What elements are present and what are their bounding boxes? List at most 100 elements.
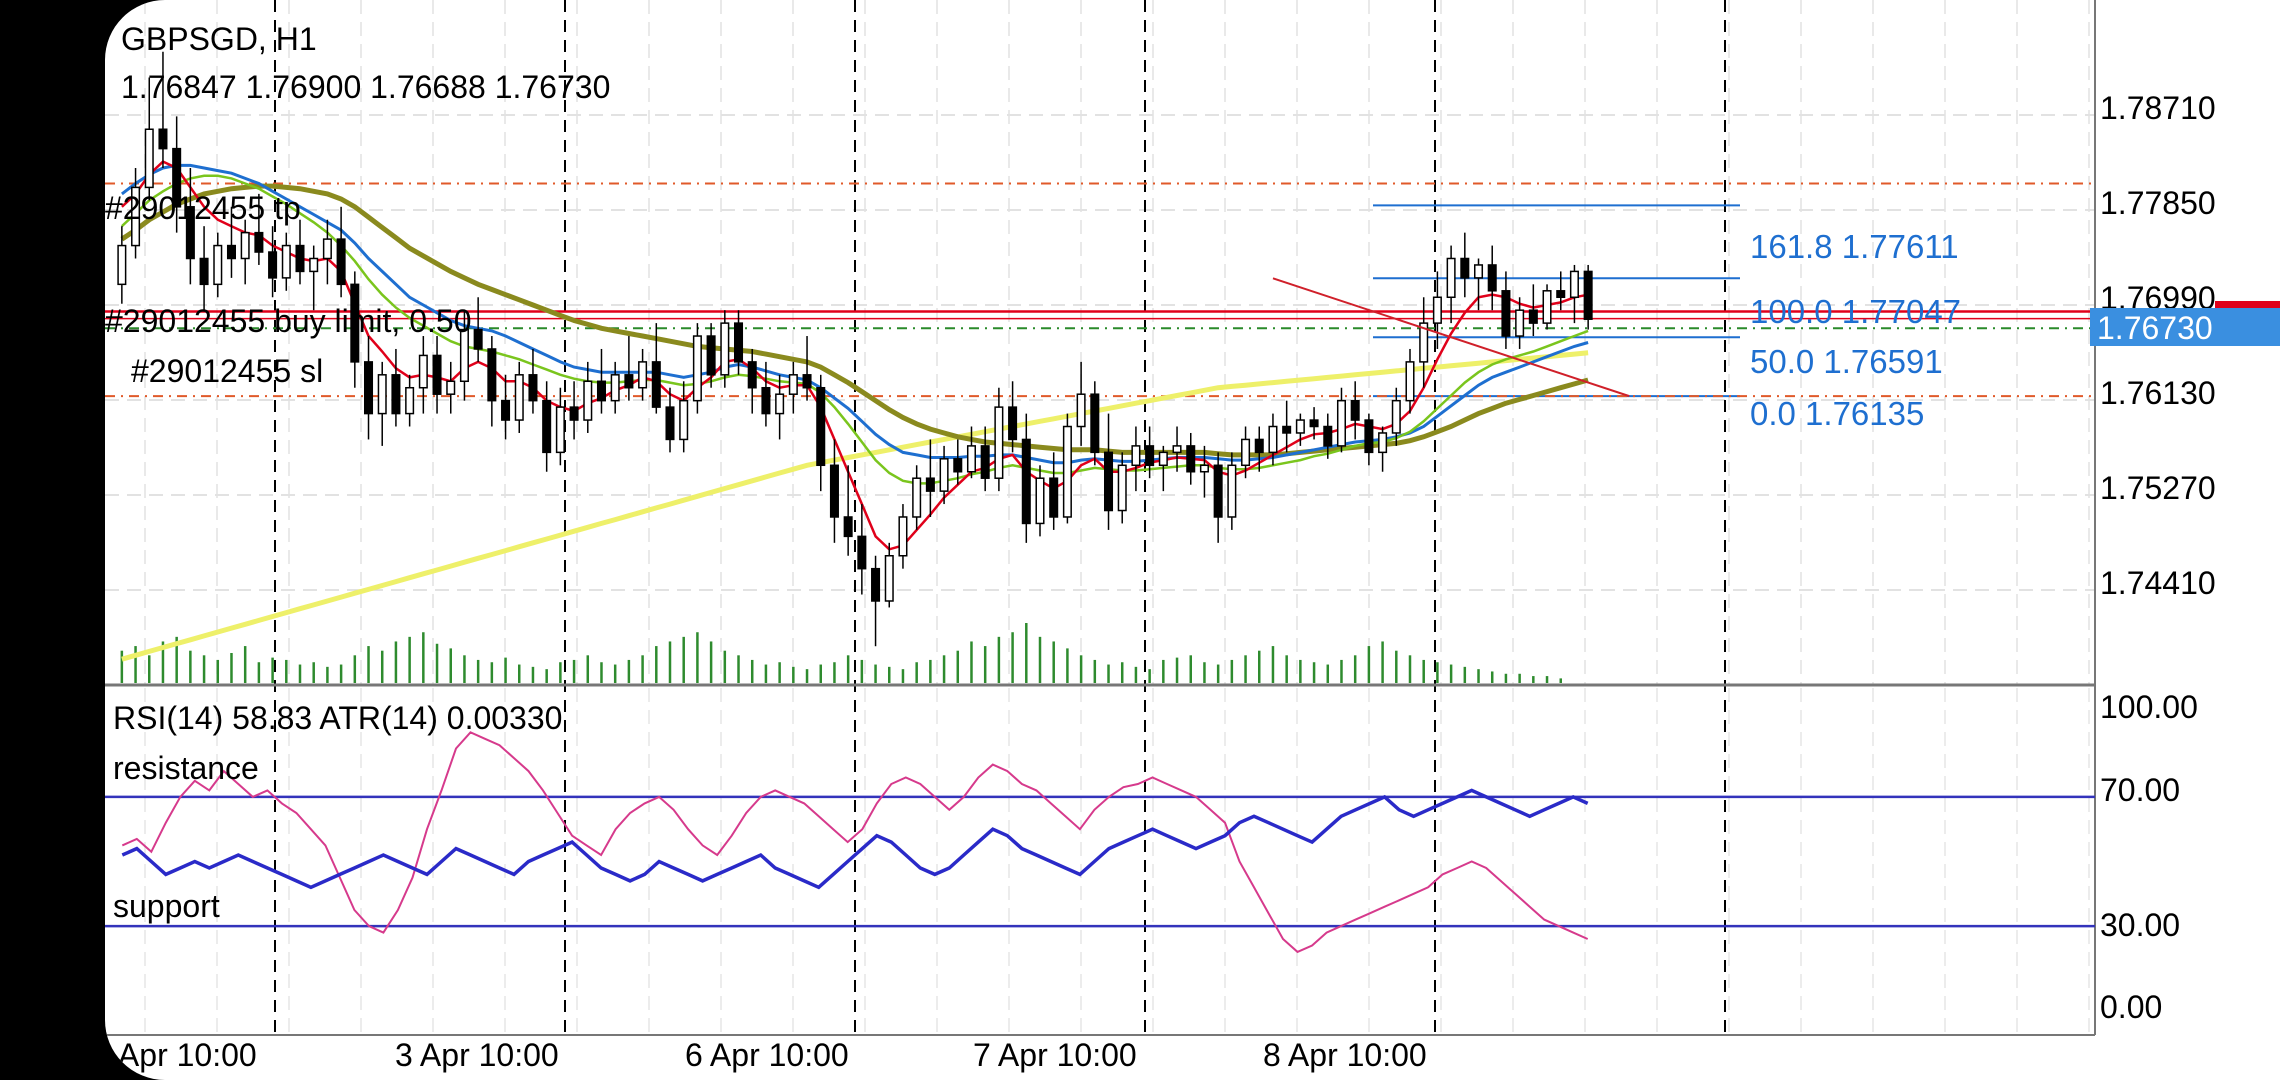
candle-body-68	[1049, 477, 1059, 518]
candle-body-58	[912, 477, 922, 518]
candle-body-37	[624, 374, 634, 389]
candle-body-82	[1241, 438, 1251, 467]
fib-label-0: 0.0 1.76135	[1750, 395, 1924, 432]
indicator-title: RSI(14) 58.83 ATR(14) 0.00330	[113, 700, 562, 736]
ohlc-readout: 1.76847 1.76900 1.76688 1.76730	[121, 69, 610, 105]
candle-body-66	[1021, 438, 1031, 525]
candle-body-27	[487, 348, 497, 402]
candle-body-13	[295, 244, 305, 273]
price-tick-2: 1.77850	[2100, 185, 2216, 221]
candle-body-75	[1145, 445, 1155, 467]
candle-body-92	[1378, 432, 1388, 454]
candle-body-9	[240, 231, 250, 260]
time-tick-5: 8 Apr 10:00	[1263, 1037, 1427, 1073]
candle-body-31	[542, 399, 552, 454]
candle-body-91	[1364, 419, 1374, 454]
candle-body-53	[843, 516, 853, 538]
rsi-level-0: 0.00	[2100, 989, 2162, 1025]
candle-body-19	[377, 374, 387, 415]
resistance-label[interactable]: resistance	[113, 750, 259, 786]
chart-svg[interactable]: GBPSGD, H1 1.76847 1.76900 1.76688 1.767…	[105, 0, 2280, 1080]
candle-body-62	[966, 445, 976, 473]
candle-body-39	[651, 361, 661, 408]
candle-body-81	[1227, 464, 1237, 518]
trendline[interactable]	[1272, 277, 1630, 398]
candle-body-106	[1569, 270, 1579, 299]
grid	[105, 0, 2096, 1036]
ma-yellow-line	[121, 350, 1589, 662]
trendline-segment	[1272, 277, 1630, 398]
candle-body-35	[596, 380, 606, 402]
candle-body-95	[1419, 322, 1429, 363]
volume-bars	[120, 623, 1562, 683]
indicator-window	[105, 688, 2095, 1035]
candle-body-44	[720, 322, 730, 376]
candle-body-94	[1405, 361, 1415, 402]
ma-green-line	[121, 174, 1589, 485]
candle-body-78	[1186, 445, 1196, 473]
candle-body-45	[734, 322, 744, 363]
candle-body-0	[117, 244, 127, 286]
fib-label-50: 50.0 1.76591	[1750, 343, 1943, 380]
candle-body-17	[350, 283, 360, 363]
candle-body-40	[665, 406, 675, 441]
support-label[interactable]: support	[113, 888, 220, 924]
tp-order-label[interactable]: #29012455 tp	[105, 190, 301, 226]
chart-screen[interactable]: GBPSGD, H1 1.76847 1.76900 1.76688 1.767…	[105, 0, 2280, 1080]
fib-label-161: 161.8 1.77611	[1750, 228, 1959, 265]
candle-body-85	[1282, 425, 1292, 434]
candle-body-28	[501, 399, 511, 421]
candle-body-52	[829, 464, 839, 518]
buy-limit-order-label[interactable]: #29012455 buy limit, 0.50	[105, 303, 471, 339]
price-tick-4: 1.76130	[2100, 375, 2216, 411]
price-tick-6: 1.74410	[2100, 565, 2216, 601]
candle-body-25	[459, 328, 469, 383]
candle-body-101	[1501, 290, 1511, 337]
time-tick-1: 2 Apr 10:00	[105, 1037, 257, 1073]
candle-body-3	[158, 128, 168, 150]
candle-body-64	[994, 406, 1004, 479]
candle-body-11	[268, 251, 278, 279]
candle-body-59	[925, 477, 935, 492]
candle-body-8	[226, 244, 236, 260]
candle-body-38	[638, 361, 648, 389]
candle-body-74	[1131, 445, 1141, 467]
time-tick-3: 6 Apr 10:00	[685, 1037, 849, 1073]
candle-body-98	[1460, 257, 1470, 279]
rsi-line	[121, 731, 1589, 954]
sl-order-label[interactable]: #29012455 sl	[131, 353, 323, 389]
time-tick-2: 3 Apr 10:00	[395, 1037, 559, 1073]
candle-body-54	[857, 535, 867, 570]
candle-body-102	[1515, 309, 1525, 337]
candle-body-80	[1213, 464, 1223, 518]
candle-body-86	[1295, 419, 1305, 434]
symbol-timeframe: GBPSGD, H1	[121, 21, 317, 57]
candle-body-73	[1117, 464, 1127, 512]
candle-body-43	[706, 335, 716, 376]
candle-body-50	[802, 374, 812, 389]
candle-body-42	[692, 335, 702, 402]
candle-body-1	[131, 186, 141, 247]
price-tick-5: 1.75270	[2100, 470, 2216, 506]
candle-body-90	[1350, 399, 1360, 421]
time-tick-4: 7 Apr 10:00	[973, 1037, 1137, 1073]
candles	[117, 51, 1593, 647]
candle-body-104	[1542, 290, 1552, 324]
candle-body-84	[1268, 425, 1278, 454]
candle-body-103	[1528, 309, 1538, 324]
candle-body-76	[1158, 451, 1168, 467]
candle-body-72	[1104, 451, 1114, 512]
candle-body-4	[172, 147, 182, 208]
candle-body-14	[309, 257, 319, 273]
candle-body-96	[1432, 296, 1442, 324]
candle-body-6	[199, 257, 209, 286]
candle-body-5	[185, 206, 195, 260]
candle-body-89	[1336, 399, 1347, 447]
candle-body-93	[1391, 399, 1401, 434]
current-price-text: 1.76730	[2097, 310, 2213, 346]
candle-body-12	[281, 244, 291, 279]
candle-body-16	[336, 238, 346, 286]
candle-body-10	[254, 231, 264, 253]
current-price-tag-marker	[2215, 301, 2280, 308]
candle-body-15	[322, 238, 332, 260]
